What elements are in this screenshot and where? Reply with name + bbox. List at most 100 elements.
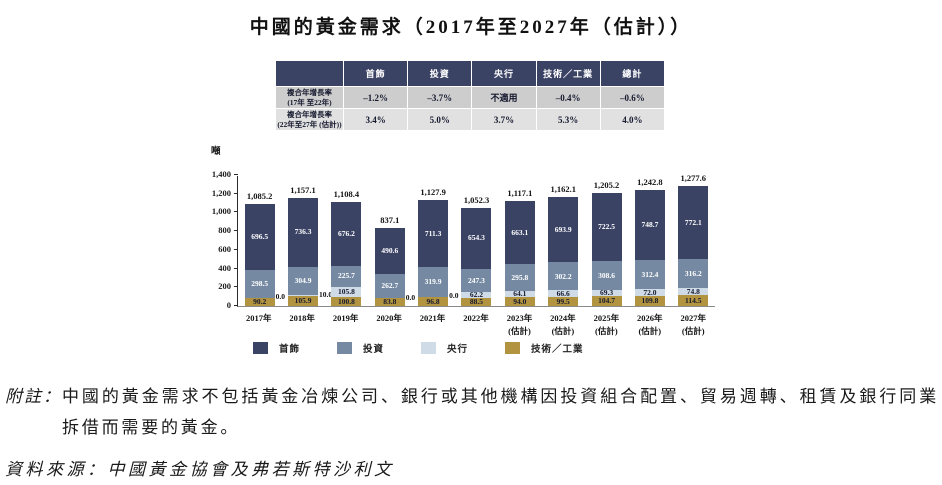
segment-value-label: 72.0	[643, 287, 657, 297]
segment-value-label: 302.2	[554, 271, 572, 281]
bar-total-label: 1,085.2	[246, 191, 273, 202]
stacked-bar: 83.8 262.7 490.6 837.1	[374, 176, 405, 307]
x-axis-label-estimate: (估計)	[638, 325, 662, 336]
x-axis-label: 2024年 (估計)	[541, 312, 584, 338]
cagr-value-cell: 4.0%	[599, 108, 666, 131]
segment-value-label: 100.8	[337, 296, 355, 306]
chart-legend: 首飾 投資 央行 技術／工業	[253, 341, 584, 355]
legend-swatch	[337, 342, 353, 354]
segment-value-label: 64.1	[513, 289, 527, 299]
bar-segment-投資: 304.9	[288, 266, 319, 296]
cagr-value-cell: –3.7%	[407, 86, 473, 109]
chart-title: 中國的黃金需求（2017年至2027年（估計））	[249, 17, 693, 38]
segment-value-label: 663.1	[511, 227, 529, 237]
year-column: 96.8 319.9 711.3 1,127.9 0.0	[411, 176, 458, 306]
bar-total-label: 1,117.1	[507, 188, 533, 199]
stacked-bar-chart: 噸 90.2 298.5 696.5 1,085.2 0.0 105.9 304.9 736.…	[205, 143, 735, 368]
y-tick-label: 0	[226, 300, 231, 310]
bar-total-label: 1,162.1	[550, 184, 576, 195]
legend-item: 央行	[421, 341, 468, 355]
bar-segment-技術／工業: 90.2	[244, 297, 275, 306]
segment-value-label: 316.2	[684, 268, 702, 278]
x-axis-label: 2018年	[280, 312, 323, 338]
bar-segment-央行: 69.3	[591, 289, 622, 296]
x-axis-label: 2027年 (估計)	[672, 312, 715, 338]
cagr-row-label: 複合年增長率 (22年至27年 (估計))	[275, 108, 344, 131]
bar-segment-技術／工業: 114.5	[678, 295, 709, 306]
bar-segment-央行: 105.8	[331, 286, 362, 297]
x-axis-label: 2023年 (估計)	[498, 312, 541, 338]
legend-swatch	[421, 342, 437, 354]
y-tick-mark	[234, 174, 238, 175]
cagr-table: 首飾 投資 央行 技術／工業 總計 複合年增長率 (17年 至22年) –1.2% –3.7% 不…	[275, 60, 666, 131]
year-column: 83.8 262.7 490.6 837.1 0.0	[368, 176, 415, 307]
x-axis-label-year: 2026年	[637, 313, 663, 323]
legend-swatch	[253, 342, 268, 354]
legend-label: 技術／工業	[531, 345, 584, 355]
year-column: 90.2 298.5 696.5 1,085.2 0.0	[238, 176, 285, 306]
stacked-bar: 104.7 69.3 308.6 722.5 1,205.2	[591, 176, 622, 306]
x-axis-label: 2017年	[237, 312, 280, 338]
cagr-value-cell: 5.0%	[407, 108, 473, 131]
cagr-value-cell: –0.4%	[535, 86, 601, 109]
bar-segment-投資: 247.3	[461, 268, 492, 292]
x-axis-label: 2026年 (估計)	[628, 312, 671, 338]
cagr-data-row: 複合年增長率 (22年至27年 (估計)) 3.4% 5.0% 3.7% 5.3% 4.0%	[275, 108, 666, 131]
segment-value-label-outside: 0.0	[449, 291, 459, 301]
cagr-column-header: 技術／工業	[535, 60, 601, 87]
legend-item: 首飾	[253, 341, 300, 355]
segment-value-label: 74.8	[686, 287, 700, 297]
year-column: 100.8 105.8 225.7 676.2 1,108.4	[325, 176, 368, 306]
y-tick-label: 600	[218, 243, 231, 254]
bar-total-label: 1,242.8	[637, 176, 663, 187]
cagr-header-row: 首飾 投資 央行 技術／工業 總計	[275, 60, 666, 87]
stacked-bar: 90.2 298.5 696.5 1,085.2	[244, 176, 275, 306]
cagr-column-header: 總計	[599, 60, 666, 87]
bar-total-label: 1,277.6	[680, 173, 707, 184]
y-tick-label: 1,000	[211, 206, 231, 217]
x-axis-label: 2025年 (估計)	[585, 312, 628, 338]
segment-value-label: 298.5	[251, 278, 269, 288]
year-column: 94.0 64.1 295.8 663.1 1,117.1	[498, 176, 541, 306]
bar-segment-央行	[288, 295, 319, 297]
cagr-row-label-line2: (22年至27年 (估計))	[277, 119, 342, 129]
footnote-label: 附註：	[5, 387, 62, 406]
bar-total-label: 1,205.2	[593, 180, 620, 191]
bar-segment-首飾: 663.1	[504, 201, 535, 264]
segment-value-label-outside: 0.0	[275, 292, 286, 302]
y-axis-unit-label: 噸	[211, 147, 221, 157]
source-line: 資料來源：中國黃金協會及弗若斯特沙利文	[5, 460, 395, 479]
y-tick-mark	[234, 267, 238, 269]
cagr-corner-cell	[275, 60, 344, 87]
bar-segment-央行: 72.0	[634, 287, 665, 297]
segment-value-label: 62.2	[469, 290, 484, 300]
bar-segment-投資: 295.8	[504, 263, 535, 292]
stacked-bar: 109.8 72.0 312.4 748.7 1,242.8	[634, 176, 665, 306]
y-tick-label: 1,400	[211, 169, 231, 179]
y-tick-label: 1,200	[211, 187, 231, 198]
y-tick-mark	[234, 286, 238, 288]
x-axis-label-year: 2019年	[332, 313, 359, 323]
y-tick-mark	[234, 211, 238, 213]
segment-value-label: 711.3	[424, 228, 442, 238]
cagr-row-label-line2: (17年 至22年)	[287, 97, 332, 107]
segment-value-label: 676.2	[337, 229, 355, 239]
y-tick-mark	[234, 305, 238, 306]
segment-value-label: 83.8	[383, 297, 397, 307]
stacked-bar: 99.5 66.6 302.2 693.9 1,162.1	[548, 176, 579, 306]
segment-value-label: 696.5	[251, 232, 269, 242]
bar-segment-首飾: 722.5	[591, 193, 622, 261]
stacked-bar: 114.5 74.8 316.2 772.1 1,277.6	[678, 173, 709, 306]
bar-segment-技術／工業: 99.5	[548, 296, 579, 306]
bar-segment-首飾: 654.3	[461, 207, 492, 269]
cagr-column-header: 央行	[471, 60, 537, 87]
cagr-row-label-line1: 複合年增長率	[287, 110, 332, 120]
segment-value-label: 748.7	[641, 219, 659, 229]
year-column: 105.9 304.9 736.3 1,157.1 10.0	[281, 176, 332, 306]
x-axis-label: 2021年	[411, 312, 454, 338]
segment-value-label: 772.1	[684, 217, 702, 227]
cagr-value-cell: 不適用	[471, 86, 537, 109]
x-axis-label-year: 2023年	[506, 313, 533, 323]
bar-segment-技術／工業: 88.5	[461, 297, 492, 306]
x-axis-label-estimate: (估計)	[681, 325, 705, 336]
